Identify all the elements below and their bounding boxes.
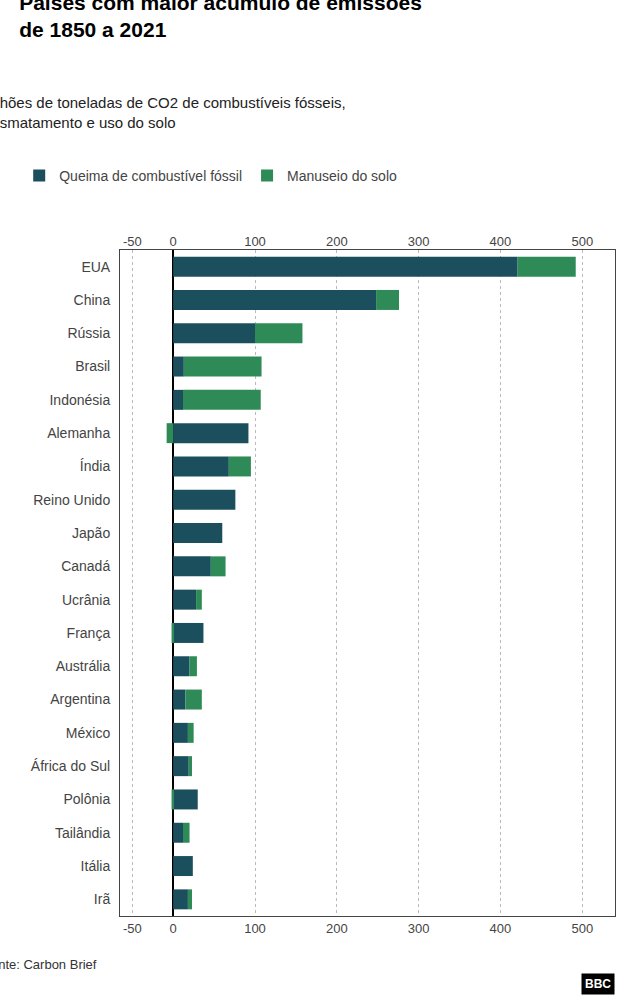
svg-text:500: 500 [571,921,593,936]
svg-text:100: 100 [244,921,266,936]
svg-text:Ucrânia: Ucrânia [62,592,110,608]
svg-text:100: 100 [244,234,266,249]
svg-text:Indonésia: Indonésia [49,392,110,408]
svg-text:BBC: BBC [585,977,611,991]
svg-text:Irã: Irã [94,891,111,907]
svg-text:França: França [67,625,111,641]
svg-text:Queima de combustível fóssil: Queima de combustível fóssil [59,168,242,184]
svg-text:-50: -50 [123,921,142,936]
svg-text:200: 200 [326,234,348,249]
svg-text:500: 500 [571,234,593,249]
svg-text:Japão: Japão [72,525,110,541]
svg-text:Manuseio do solo: Manuseio do solo [287,168,397,184]
svg-text:México: México [66,725,111,741]
svg-text:200: 200 [326,921,348,936]
svg-text:Fonte: Carbon Brief: Fonte: Carbon Brief [0,957,97,972]
svg-text:Austrália: Austrália [56,658,111,674]
svg-text:0: 0 [170,234,177,249]
svg-text:Reino Unido: Reino Unido [33,492,110,508]
svg-text:Índia: Índia [80,458,111,474]
svg-text:300: 300 [408,921,430,936]
svg-text:400: 400 [490,921,512,936]
svg-text:Argentina: Argentina [50,691,110,707]
svg-text:-50: -50 [123,234,142,249]
svg-text:Brasil: Brasil [75,358,110,374]
svg-text:Rússia: Rússia [67,325,110,341]
svg-text:400: 400 [490,234,512,249]
svg-text:Canadá: Canadá [61,558,110,574]
svg-text:Itália: Itália [81,858,111,874]
svg-text:Polônia: Polônia [63,791,110,807]
svg-text:Bilhões de toneladas de CO2 de: Bilhões de toneladas de CO2 de combustív… [0,94,346,131]
svg-text:África do Sul: África do Sul [31,758,110,774]
svg-text:Tailândia: Tailândia [55,825,110,841]
svg-text:EUA: EUA [81,259,110,275]
svg-text:0: 0 [170,921,177,936]
svg-text:300: 300 [408,234,430,249]
svg-text:China: China [74,292,111,308]
svg-text:Países com maior acúmulo de em: Países com maior acúmulo de emissõesde 1… [19,0,422,41]
svg-text:Alemanha: Alemanha [47,425,110,441]
